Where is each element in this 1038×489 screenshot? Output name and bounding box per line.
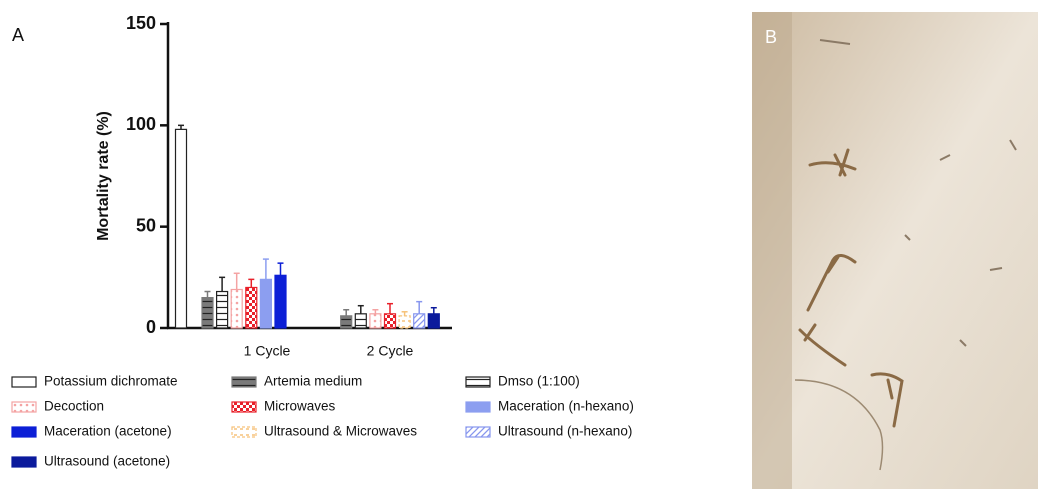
legend-label: Ultrasound & Microwaves bbox=[264, 424, 417, 439]
y-tick-label: 150 bbox=[126, 13, 156, 33]
bar bbox=[427, 313, 440, 329]
y-tick-label: 0 bbox=[146, 317, 156, 337]
photo-shadow bbox=[752, 12, 792, 489]
x-tick-label: 1 Cycle bbox=[244, 343, 291, 359]
photo-background bbox=[752, 12, 1038, 489]
fiber bbox=[794, 379, 884, 471]
bar bbox=[245, 286, 258, 329]
bar bbox=[230, 288, 243, 329]
bar bbox=[274, 274, 287, 329]
bar bbox=[216, 290, 229, 329]
shrimp-group bbox=[798, 148, 904, 428]
bar bbox=[201, 297, 214, 329]
legend-swatch bbox=[231, 426, 257, 438]
legend-swatch bbox=[465, 376, 491, 388]
legend-label: Microwaves bbox=[264, 399, 336, 414]
legend-label: Artemia medium bbox=[264, 374, 362, 389]
panel-label: B bbox=[765, 27, 777, 47]
x-tick-label: 2 Cycle bbox=[367, 343, 414, 359]
legend-label: Dmso (1:100) bbox=[498, 374, 580, 389]
bar bbox=[383, 313, 397, 329]
debris-line bbox=[819, 39, 851, 45]
legend-swatch bbox=[231, 376, 257, 388]
legend-label: Potassium dichromate bbox=[44, 374, 178, 389]
bar bbox=[340, 315, 353, 329]
bar bbox=[259, 278, 272, 329]
y-tick-label: 100 bbox=[126, 114, 156, 134]
legend-label: Ultrasound (n-hexano) bbox=[498, 424, 632, 439]
y-tick-label: 50 bbox=[136, 215, 156, 235]
legend-swatch bbox=[11, 401, 37, 413]
bar bbox=[174, 128, 188, 329]
shrimp bbox=[870, 372, 904, 428]
debris-line bbox=[904, 234, 911, 241]
y-axis-label: Mortality rate (%) bbox=[95, 111, 112, 241]
panel-label: A bbox=[12, 25, 24, 45]
shrimp bbox=[808, 148, 857, 177]
legend-label: Maceration (acetone) bbox=[44, 424, 172, 439]
photo: B bbox=[752, 12, 1038, 489]
bar bbox=[413, 313, 426, 329]
debris-line bbox=[1009, 139, 1017, 151]
legend-swatch bbox=[465, 401, 491, 413]
shrimp bbox=[798, 323, 847, 367]
legend-swatch bbox=[11, 426, 37, 438]
legend-label: Ultrasound (acetone) bbox=[44, 454, 170, 469]
legend-label: Maceration (n-hexano) bbox=[498, 399, 634, 414]
shrimp bbox=[806, 254, 857, 312]
legend-swatch bbox=[465, 426, 491, 438]
legend-swatch bbox=[231, 401, 257, 413]
debris-line bbox=[959, 339, 967, 347]
legend-label: Decoction bbox=[44, 399, 104, 414]
debris-line bbox=[989, 267, 1003, 271]
legend-swatch bbox=[11, 456, 37, 468]
debris-line bbox=[939, 154, 951, 161]
debris bbox=[819, 39, 1017, 347]
bar bbox=[398, 315, 411, 329]
bar bbox=[354, 313, 367, 329]
bar bbox=[369, 313, 382, 329]
legend-swatch bbox=[11, 376, 37, 388]
